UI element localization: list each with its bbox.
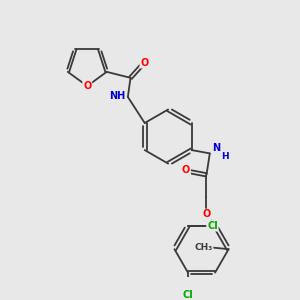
Text: O: O (83, 81, 92, 91)
Text: CH₃: CH₃ (194, 243, 213, 252)
Text: NH: NH (109, 91, 125, 100)
Text: O: O (182, 165, 190, 175)
Text: N: N (212, 143, 220, 153)
Text: Cl: Cl (207, 221, 218, 231)
Text: H: H (221, 152, 229, 160)
Text: O: O (202, 209, 211, 220)
Text: Cl: Cl (183, 290, 194, 300)
Text: O: O (140, 58, 148, 68)
